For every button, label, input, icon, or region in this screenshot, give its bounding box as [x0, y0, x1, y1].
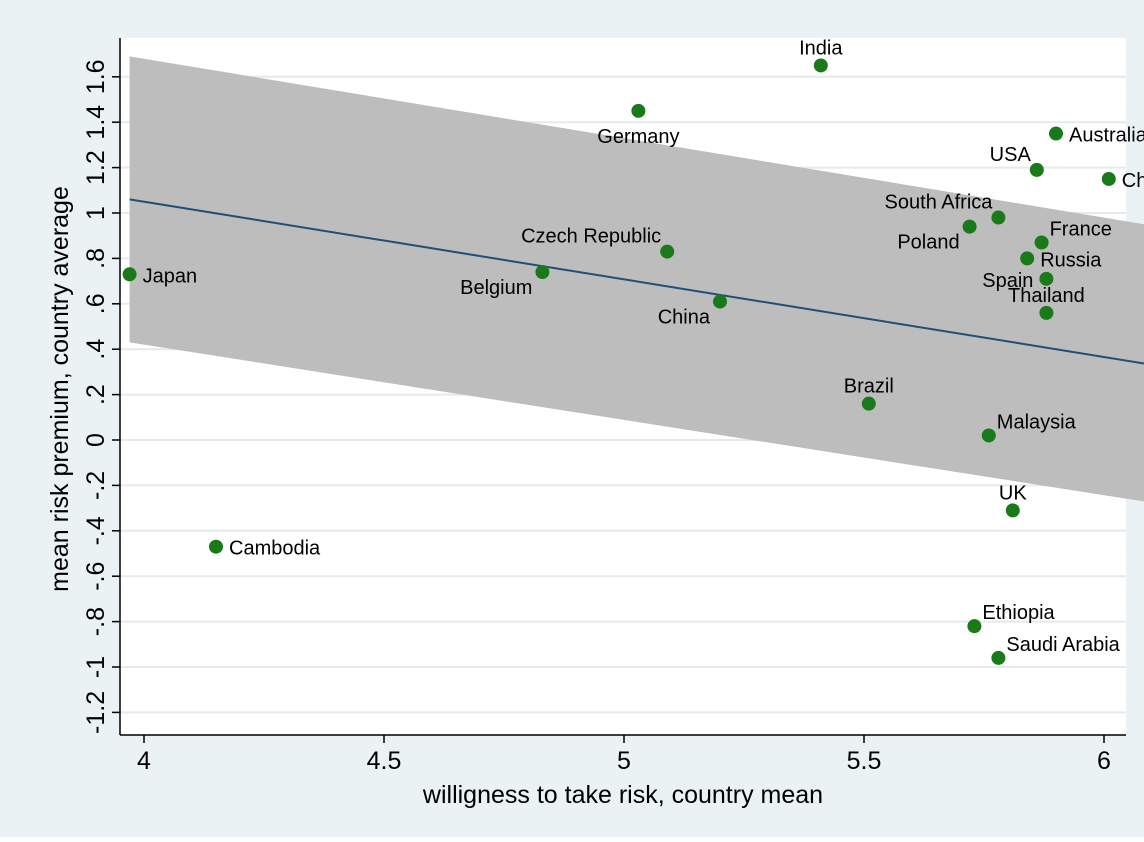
confidence-band — [129, 56, 1144, 502]
data-point — [713, 294, 727, 309]
point-labels: India Germany Australia USA Chile South Afric… — [143, 37, 1144, 656]
data-point — [1029, 162, 1044, 177]
point-label: Belgium — [460, 277, 532, 299]
data-points — [122, 58, 1116, 665]
y-tick-label: 0 — [82, 433, 110, 447]
y-tick-label: .6 — [82, 293, 110, 314]
point-label: France — [1050, 219, 1112, 241]
point-label: Poland — [897, 232, 959, 254]
y-tick-label: -.6 — [82, 562, 110, 591]
point-label: Saudi Arabia — [1006, 634, 1120, 656]
point-label: Malaysia — [997, 411, 1077, 433]
data-point — [861, 396, 876, 411]
y-tick-label: .8 — [82, 248, 110, 269]
x-tick-label: 6 — [1097, 747, 1111, 775]
x-axis-title: willigness to take risk, country mean — [422, 781, 823, 809]
y-tick-label: .2 — [82, 384, 110, 405]
point-label: Spain — [982, 270, 1033, 292]
data-point — [991, 650, 1006, 665]
point-label: Russia — [1040, 249, 1102, 271]
data-point — [981, 428, 996, 443]
data-point — [1005, 503, 1020, 518]
data-point — [991, 210, 1006, 225]
data-point — [1034, 235, 1049, 250]
fit-line — [129, 198, 1144, 365]
data-point — [209, 539, 223, 554]
point-label: USA — [990, 144, 1032, 166]
data-point — [967, 619, 982, 634]
point-label: UK — [999, 482, 1027, 504]
y-tick-label: 1.2 — [82, 150, 110, 185]
point-label: Czech Republic — [521, 226, 661, 248]
data-point — [813, 58, 828, 73]
data-point — [122, 267, 137, 282]
y-tick-label: -.2 — [82, 471, 110, 500]
y-tick-label: 1 — [82, 206, 110, 220]
data-point — [1020, 251, 1035, 266]
data-point — [1039, 271, 1054, 286]
point-label: Brazil — [844, 376, 894, 398]
axes: 44.555.566.577.58-1.2-1-.8-.6-.4-.20.2.4… — [82, 38, 1126, 775]
x-tick-label: 4 — [137, 747, 151, 775]
point-label: Germany — [597, 126, 679, 148]
point-label: Australia — [1069, 125, 1144, 147]
point-label: India — [799, 37, 843, 59]
x-tick-label: 4.5 — [367, 747, 402, 775]
x-tick-label: 5 — [617, 747, 631, 775]
data-point — [962, 219, 977, 234]
y-tick-label: -1.2 — [82, 691, 110, 734]
point-label: Cambodia — [229, 538, 321, 560]
y-tick-label: -.8 — [82, 607, 110, 636]
data-point — [1039, 305, 1054, 320]
ci-band-area — [129, 56, 1144, 502]
point-label: Chile — [1122, 170, 1144, 192]
data-point — [1049, 126, 1063, 141]
point-label: Japan — [143, 265, 198, 287]
point-label: China — [658, 307, 711, 329]
y-tick-label: -1 — [82, 656, 110, 678]
y-axis-title: mean risk premium, country average — [46, 186, 74, 592]
data-point — [631, 103, 646, 118]
fit-line-group — [129, 198, 1144, 365]
point-label: Thailand — [1008, 285, 1085, 307]
x-tick-label: 5.5 — [847, 747, 882, 775]
point-label: Ethiopia — [982, 602, 1055, 624]
y-tick-label: 1.4 — [82, 105, 110, 140]
y-tick-label: -.4 — [82, 516, 110, 545]
y-tick-label: .4 — [82, 339, 110, 360]
point-label: South Africa — [885, 192, 994, 214]
data-point — [660, 244, 675, 259]
y-tick-label: 1.6 — [82, 59, 110, 94]
data-point — [535, 265, 550, 280]
data-point — [1101, 171, 1116, 186]
